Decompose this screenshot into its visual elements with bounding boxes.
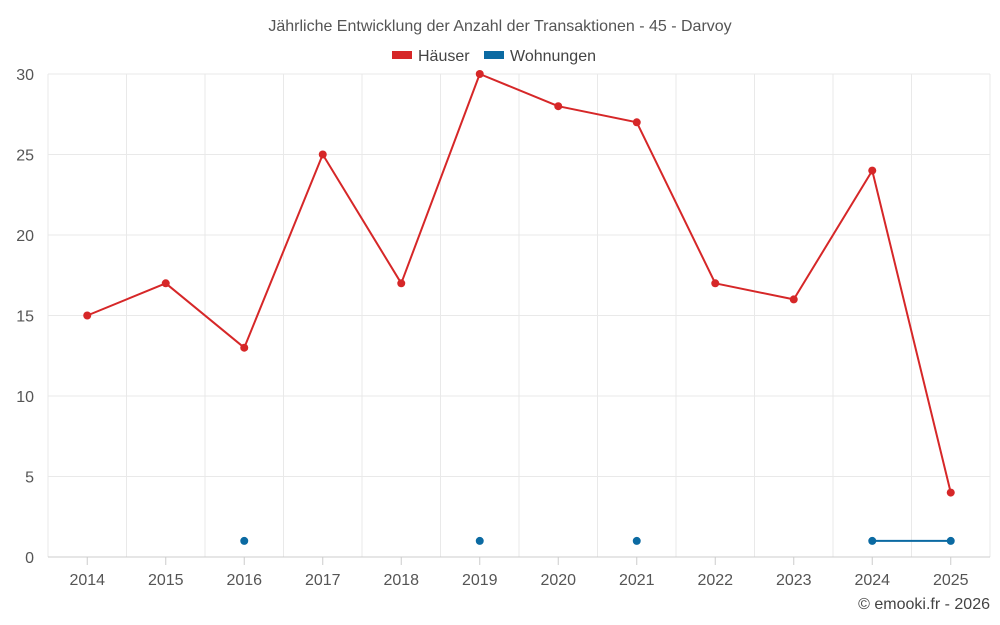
data-point[interactable] [632,118,641,127]
chart-title: Jährliche Entwicklung der Anzahl der Tra… [268,18,731,35]
series-line-segment [478,73,560,108]
series-line-segment [164,282,246,349]
credit-text: © emooki.fr - 2026 [858,596,990,613]
series-line-segment [243,153,324,349]
data-point[interactable] [632,536,641,545]
x-tick-label: 2015 [148,572,184,589]
y-tick-label: 10 [16,389,34,406]
x-tick-label: 2024 [854,572,890,589]
data-point[interactable] [868,166,877,175]
legend: Häuser Wohnungen [392,48,596,65]
data-point[interactable] [83,311,92,320]
series-line-segment [871,169,952,494]
series-line-segment [792,169,874,301]
data-point[interactable] [240,343,249,352]
x-tick-label: 2023 [776,572,812,589]
data-point[interactable] [946,488,955,497]
series-line-segment [635,121,717,285]
data-point[interactable] [475,70,484,78]
legend-swatch-haeuser [392,51,412,59]
series-line-segment [321,153,403,285]
x-tick-label: 2020 [540,572,576,589]
x-tick-label: 2014 [69,572,105,589]
y-tick-label: 15 [16,309,34,326]
series-line-segment [86,282,167,317]
x-tick-label: 2021 [619,572,655,589]
series-line-segment [400,73,481,285]
legend-label-wohnungen: Wohnungen [510,48,596,65]
legend-item-wohnungen[interactable]: Wohnungen [484,48,596,65]
data-point[interactable] [161,279,170,288]
data-point[interactable] [240,536,249,545]
x-tick-label: 2018 [383,572,419,589]
legend-label-haeuser: Häuser [418,48,470,65]
series-wohnungen [240,536,955,545]
series [83,70,955,545]
y-tick-label: 0 [25,550,34,567]
data-point[interactable] [789,295,798,304]
data-point[interactable] [475,536,484,545]
y-tick-label: 25 [16,148,34,165]
series-line-segment [714,282,795,301]
data-point[interactable] [397,279,406,288]
series-line-segment [557,105,638,124]
data-point[interactable] [554,102,563,111]
x-tick-label: 2022 [697,572,733,589]
x-tick-label: 2025 [933,572,969,589]
y-tick-label: 20 [16,228,34,245]
data-point[interactable] [711,279,720,288]
data-point[interactable] [318,150,327,159]
x-tick-label: 2017 [305,572,341,589]
grid [47,73,991,558]
x-tick-label: 2016 [226,572,262,589]
y-tick-label: 30 [16,67,34,84]
legend-swatch-wohnungen [484,51,504,59]
legend-item-haeuser[interactable]: Häuser [392,48,470,65]
series-haeuser [83,70,955,497]
data-point[interactable] [946,536,955,545]
x-tick-label: 2019 [462,572,498,589]
data-point[interactable] [868,536,877,545]
y-tick-label: 5 [25,470,34,487]
